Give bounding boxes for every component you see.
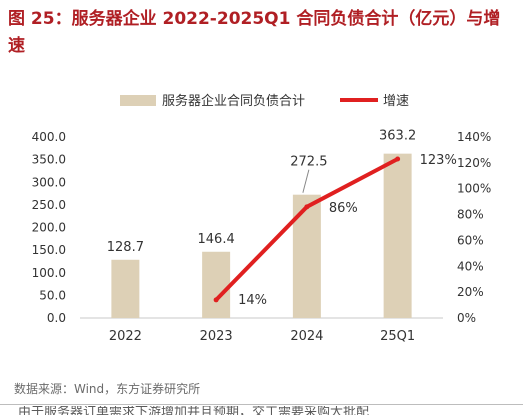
growth-value-label: 14%: [238, 293, 267, 308]
body-text-fragment: 由于服务器订单需求下游增加并且预期，交工需要采购大批配: [18, 406, 370, 415]
bar-value-label: 363.2: [379, 129, 416, 144]
bar-label-leader: [302, 169, 310, 193]
chart-title: 图 25：服务器企业 2022-2025Q1 合同负债合计（亿元）与增速: [8, 9, 501, 56]
bar-value-label: 272.5: [290, 155, 327, 170]
legend-bar-label: 服务器企业合同负债合计: [162, 93, 305, 109]
legend-bar-swatch: [120, 95, 156, 106]
y-tick-right-label: 80%: [457, 208, 484, 222]
divider: [0, 404, 523, 405]
bar-value-label: 146.4: [198, 232, 235, 247]
x-tick-label: 2023: [200, 329, 233, 344]
growth-value-label: 123%: [420, 153, 457, 168]
y-tick-left-label: 0.0: [47, 311, 66, 325]
y-tick-right-label: 120%: [457, 156, 491, 170]
y-tick-right-label: 40%: [457, 259, 484, 273]
y-tick-left-label: 150.0: [32, 243, 66, 257]
y-tick-left-label: 300.0: [32, 175, 66, 189]
chart: 服务器企业合同负债合计 增速 0.0 50.0 100.0 150.0 200.0 250…: [32, 93, 492, 344]
growth-point: [213, 297, 219, 303]
y-tick-right-label: 60%: [457, 233, 484, 247]
y-tick-left-label: 200.0: [32, 221, 66, 235]
x-tick-label: 25Q1: [380, 329, 415, 344]
growth-point: [304, 204, 310, 210]
plot: 0.0 50.0 100.0 150.0 200.0 250.0 300.0 350.0 400…: [32, 129, 492, 344]
y-tick-left-label: 400.0: [32, 130, 66, 144]
source-note: 数据来源：Wind，东方证券研究所: [14, 382, 201, 396]
y-tick-right-label: 140%: [457, 130, 491, 144]
bar: [383, 153, 412, 318]
growth-value-label: 86%: [329, 201, 358, 216]
bar-value-label: 128.7: [107, 240, 144, 255]
y-tick-right-label: 20%: [457, 285, 484, 299]
y-tick-left-label: 250.0: [32, 198, 66, 212]
x-tick-label: 2024: [290, 329, 323, 344]
y-tick-left-label: 350.0: [32, 153, 66, 167]
growth-point: [395, 156, 401, 162]
x-tick-label: 2022: [109, 329, 142, 344]
legend-line-label: 增速: [383, 94, 409, 109]
bar: [202, 251, 231, 318]
bar: [111, 259, 140, 318]
y-tick-right-label: 100%: [457, 182, 491, 196]
y-tick-left-label: 50.0: [39, 288, 66, 302]
y-tick-right-label: 0%: [457, 311, 476, 325]
bar: [292, 194, 321, 318]
legend: 服务器企业合同负债合计 增速: [120, 93, 409, 109]
y-tick-left-label: 100.0: [32, 266, 66, 280]
